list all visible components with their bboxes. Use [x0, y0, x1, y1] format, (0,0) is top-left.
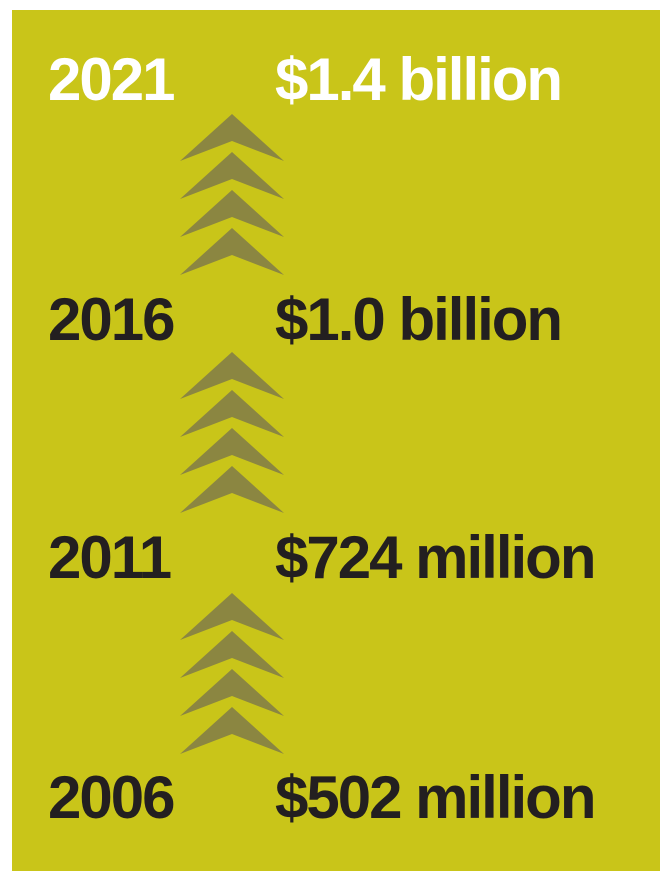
chevron-stack-icon: [180, 352, 284, 513]
chevron-up-icon: [180, 631, 284, 678]
chevron-up-icon: [180, 352, 284, 399]
growth-arrows-2016-2021: [180, 114, 284, 280]
chevron-up-icon: [180, 390, 284, 437]
milestone-year: 2006: [48, 764, 175, 831]
milestone-amount: $502 million: [275, 764, 596, 831]
chevron-up-icon: [180, 428, 284, 475]
milestone-year: 2011: [48, 524, 172, 591]
milestone-amount: $1.4 billion: [275, 46, 563, 113]
milestone-year: 2021: [48, 46, 175, 113]
chevron-up-icon: [180, 593, 284, 640]
milestone-row-2006: 2006 $502 million: [12, 758, 660, 838]
chevron-up-icon: [180, 152, 284, 199]
growth-arrows-2011-2016: [180, 352, 284, 518]
growth-arrows-2006-2011: [180, 593, 284, 759]
chevron-up-icon: [180, 669, 284, 716]
chevron-up-icon: [180, 466, 284, 513]
milestone-amount: $1.0 billion: [275, 286, 563, 353]
chevron-stack-icon: [180, 114, 284, 275]
milestone-row-2021: 2021 $1.4 billion: [12, 40, 660, 120]
chevron-up-icon: [180, 707, 284, 754]
chevron-up-icon: [180, 190, 284, 237]
milestone-row-2011: 2011 $724 million: [12, 518, 660, 598]
milestone-amount: $724 million: [275, 524, 596, 591]
chevron-up-icon: [180, 228, 284, 275]
milestone-year: 2016: [48, 286, 175, 353]
infographic-panel: 2021 $1.4 billion 2016 $1.0 billion 2011…: [12, 10, 660, 871]
chevron-up-icon: [180, 114, 284, 161]
chevron-stack-icon: [180, 593, 284, 754]
milestone-row-2016: 2016 $1.0 billion: [12, 280, 660, 360]
